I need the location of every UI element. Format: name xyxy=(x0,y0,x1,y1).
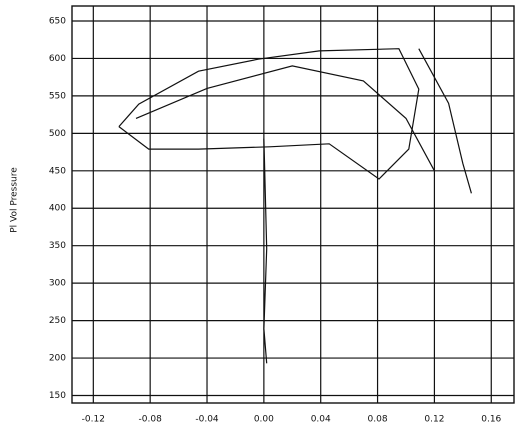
plot-frame xyxy=(71,5,515,404)
y-tick-label: 150 xyxy=(49,391,66,401)
data-line xyxy=(118,48,420,180)
data-line xyxy=(263,138,268,364)
x-tick-label: -0.04 xyxy=(195,415,219,425)
y-tick-label: 350 xyxy=(49,241,66,251)
y-tick-label: 400 xyxy=(49,204,66,214)
y-tick-label: 200 xyxy=(49,354,66,364)
x-tick-label: 0.08 xyxy=(368,415,388,425)
data-line xyxy=(418,48,472,194)
y-tick-label: 450 xyxy=(49,166,66,176)
y-tick-label: 650 xyxy=(49,16,66,26)
x-tick-label: 0.16 xyxy=(481,415,501,425)
y-tick-label: 600 xyxy=(49,54,66,64)
y-tick-label: 500 xyxy=(49,129,66,139)
y-tick-label: 550 xyxy=(49,91,66,101)
x-tick-label: 0.04 xyxy=(311,415,331,425)
x-tick-label: -0.08 xyxy=(139,415,163,425)
y-axis-label: Pl Vol Pressure xyxy=(10,167,20,233)
x-tick-label: -0.12 xyxy=(82,415,105,425)
data-line xyxy=(135,65,435,172)
x-tick-label: 0.00 xyxy=(254,415,274,425)
y-tick-label: 300 xyxy=(49,279,66,289)
x-tick-label: 0.12 xyxy=(424,415,444,425)
y-tick-label: 250 xyxy=(49,316,66,326)
